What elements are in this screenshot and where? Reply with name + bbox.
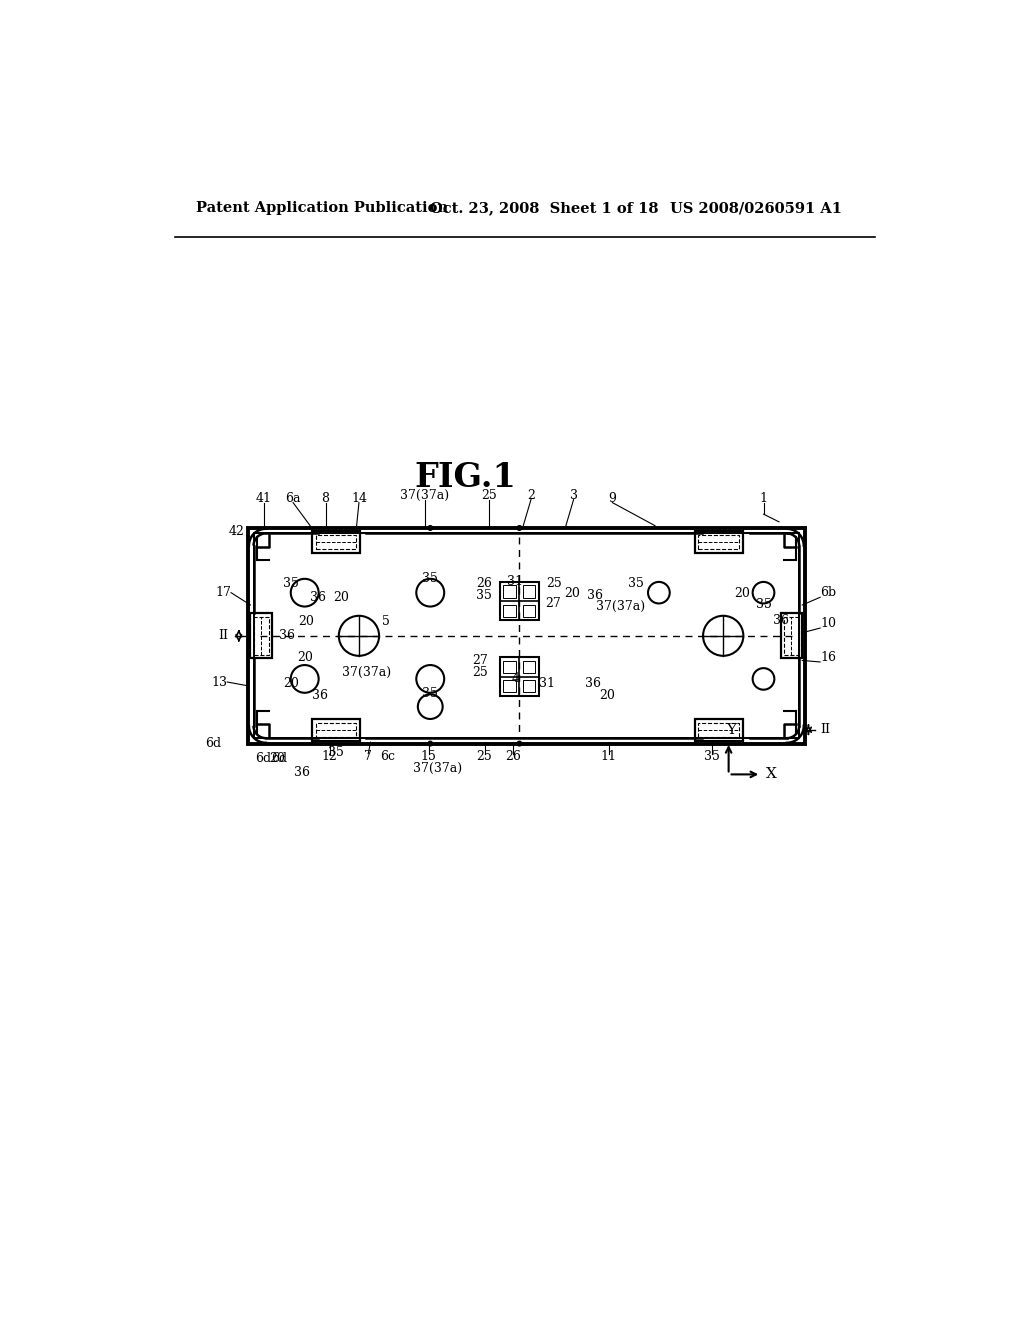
Bar: [698, 723, 738, 737]
Text: 12: 12: [322, 750, 338, 763]
Text: 20: 20: [297, 651, 312, 664]
Bar: [504, 680, 516, 693]
Text: 17: 17: [215, 586, 231, 599]
Text: 2: 2: [527, 490, 535, 502]
Bar: [698, 535, 738, 549]
Text: 7: 7: [365, 750, 372, 763]
Bar: [311, 531, 359, 553]
Text: 20: 20: [564, 587, 580, 601]
Text: 6d: 6d: [205, 737, 221, 750]
Text: 35: 35: [703, 750, 720, 763]
Text: II: II: [219, 630, 228, 643]
Text: 4: 4: [512, 672, 519, 685]
Text: 26: 26: [505, 750, 521, 763]
Text: 15: 15: [421, 750, 436, 763]
Bar: [251, 614, 272, 659]
Bar: [504, 605, 516, 616]
Text: 25: 25: [547, 577, 562, 590]
Text: 8: 8: [322, 492, 330, 506]
Text: 36: 36: [310, 591, 326, 603]
Text: US 2008/0260591 A1: US 2008/0260591 A1: [671, 202, 843, 215]
Text: 3: 3: [569, 490, 578, 502]
Text: 31: 31: [508, 576, 523, 589]
Text: 1: 1: [760, 492, 768, 506]
Text: 6a: 6a: [286, 492, 301, 506]
Text: 36: 36: [585, 677, 601, 690]
Bar: [523, 585, 536, 598]
Text: 35: 35: [283, 577, 299, 590]
Text: 42: 42: [228, 524, 245, 537]
Bar: [248, 528, 805, 743]
Text: 6c: 6c: [380, 750, 395, 763]
Text: 36: 36: [294, 767, 310, 779]
Text: 41: 41: [256, 492, 271, 506]
Text: 10: 10: [820, 616, 836, 630]
Circle shape: [428, 742, 432, 746]
Text: Oct. 23, 2008  Sheet 1 of 18: Oct. 23, 2008 Sheet 1 of 18: [430, 202, 658, 215]
Text: 36: 36: [312, 689, 329, 702]
Text: 6d: 6d: [256, 752, 271, 766]
Bar: [694, 719, 742, 741]
Text: 11: 11: [600, 750, 616, 763]
Circle shape: [517, 742, 521, 746]
Text: 36: 36: [279, 630, 295, 643]
Text: II: II: [820, 723, 830, 737]
Text: 20: 20: [298, 615, 314, 628]
Bar: [254, 616, 269, 655]
Text: 20: 20: [734, 587, 751, 601]
Text: 35: 35: [328, 746, 344, 759]
Text: 35: 35: [628, 577, 643, 590]
Text: 20: 20: [283, 677, 299, 690]
Text: 36: 36: [773, 614, 790, 627]
Text: 37(37a): 37(37a): [342, 667, 391, 680]
Text: 9: 9: [608, 492, 616, 506]
Text: 25: 25: [472, 667, 487, 680]
Bar: [504, 661, 516, 673]
Text: 6d: 6d: [271, 752, 287, 766]
Text: FIG.1: FIG.1: [414, 462, 516, 495]
Bar: [523, 680, 536, 693]
Text: 20: 20: [599, 689, 614, 702]
Text: 35: 35: [756, 598, 771, 611]
Bar: [523, 605, 536, 616]
Text: 26: 26: [476, 577, 492, 590]
Bar: [500, 582, 539, 620]
Text: 20: 20: [269, 752, 285, 766]
Text: 35: 35: [476, 589, 492, 602]
Text: 25: 25: [476, 750, 493, 763]
Text: Patent Application Publication: Patent Application Publication: [197, 202, 449, 215]
Text: 35: 35: [422, 572, 438, 585]
Text: 14: 14: [351, 492, 367, 506]
Text: 36: 36: [588, 589, 603, 602]
Bar: [780, 614, 802, 659]
Text: 35: 35: [422, 686, 438, 700]
Text: 27: 27: [472, 653, 487, 667]
Bar: [694, 531, 742, 553]
Text: 37(37a): 37(37a): [414, 762, 463, 775]
Circle shape: [428, 525, 432, 531]
Bar: [500, 657, 539, 696]
Text: 37(37a): 37(37a): [400, 490, 450, 502]
Text: 13: 13: [211, 676, 227, 689]
Text: 16: 16: [820, 651, 836, 664]
Text: 27: 27: [546, 597, 561, 610]
Text: 20: 20: [333, 591, 349, 603]
Bar: [783, 616, 799, 655]
Text: Y: Y: [727, 723, 736, 738]
Bar: [254, 533, 799, 738]
Text: 25: 25: [481, 490, 497, 502]
Text: 37(37a): 37(37a): [596, 601, 645, 612]
Bar: [504, 585, 516, 598]
Bar: [315, 723, 356, 737]
Text: X: X: [766, 767, 776, 781]
Text: 5: 5: [382, 615, 390, 628]
Bar: [315, 535, 356, 549]
Text: 6b: 6b: [820, 586, 837, 599]
Bar: [311, 719, 359, 741]
Circle shape: [517, 525, 521, 531]
Bar: [523, 661, 536, 673]
Text: 31: 31: [539, 677, 555, 690]
